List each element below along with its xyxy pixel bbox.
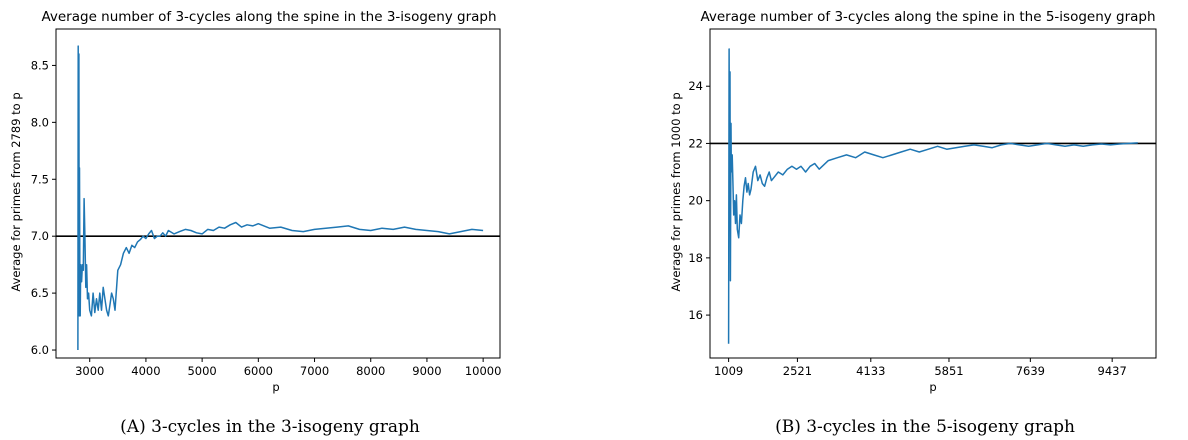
- chart-a-y-ticks: 6.0 6.5 7.0 7.5 8.0 8.5: [31, 58, 56, 357]
- chart-b-y-tick-label: 20: [688, 194, 703, 208]
- chart-b-y-label: Average for primes from 1000 to p: [669, 92, 683, 291]
- chart-a-y-tick-label: 8.0: [31, 115, 49, 129]
- chart-b-x-tick-label: 4133: [856, 364, 885, 378]
- chart-a-y-label: Average for primes from 2789 to p: [9, 92, 23, 291]
- chart-a: Average number of 3-cycles along the spi…: [9, 9, 501, 437]
- chart-b-x-tick-label: 2521: [783, 364, 812, 378]
- chart-a-x-tick-label: 3000: [75, 364, 104, 378]
- chart-b-x-tick-label: 1009: [714, 364, 743, 378]
- chart-b-y-tick-label: 16: [688, 308, 703, 322]
- chart-b-caption: (B) 3-cycles in the 5-isogeny graph: [775, 417, 1075, 437]
- chart-b-title: Average number of 3-cycles along the spi…: [700, 9, 1155, 25]
- chart-b-x-tick-label: 9437: [1098, 364, 1127, 378]
- chart-a-x-tick-label: 9000: [412, 364, 441, 378]
- chart-a-x-tick-label: 4000: [131, 364, 160, 378]
- chart-b-y-tick-label: 18: [688, 251, 703, 265]
- chart-a-y-tick-label: 8.5: [31, 58, 49, 72]
- chart-a-x-tick-label: 7000: [300, 364, 329, 378]
- chart-a-series-line: [77, 45, 484, 351]
- chart-a-title: Average number of 3-cycles along the spi…: [41, 9, 496, 25]
- chart-a-plot-frame: [55, 28, 501, 359]
- chart-a-y-tick-label: 7.0: [31, 229, 49, 243]
- chart-a-x-tick-label: 8000: [356, 364, 385, 378]
- chart-b-x-ticks: 1009 2521 4133 5851 7639 9437: [714, 358, 1127, 378]
- chart-a-caption: (A) 3-cycles in the 3-isogeny graph: [120, 417, 420, 437]
- chart-b-x-tick-label: 7639: [1016, 364, 1045, 378]
- chart-b: Average number of 3-cycles along the spi…: [669, 9, 1157, 437]
- chart-a-x-label: p: [272, 380, 279, 394]
- chart-a-x-tick-label: 5000: [187, 364, 216, 378]
- chart-a-x-tick-label: 10000: [465, 364, 502, 378]
- chart-a-y-tick-label: 7.5: [31, 172, 49, 186]
- chart-a-y-tick-label: 6.5: [31, 286, 49, 300]
- chart-b-series-line: [727, 48, 1138, 344]
- chart-a-x-tick-label: 6000: [244, 364, 273, 378]
- chart-a-y-tick-label: 6.0: [31, 343, 49, 357]
- chart-b-x-label: p: [929, 380, 936, 394]
- chart-b-x-tick-label: 5851: [934, 364, 963, 378]
- chart-b-y-ticks: 16 18 20 22 24: [688, 79, 710, 322]
- chart-b-y-tick-label: 22: [688, 136, 703, 150]
- chart-b-y-tick-label: 24: [688, 79, 703, 93]
- chart-b-plot-frame: [709, 28, 1157, 359]
- chart-a-x-ticks: 3000 4000 5000 6000 7000 8000 9000 10000: [75, 358, 501, 378]
